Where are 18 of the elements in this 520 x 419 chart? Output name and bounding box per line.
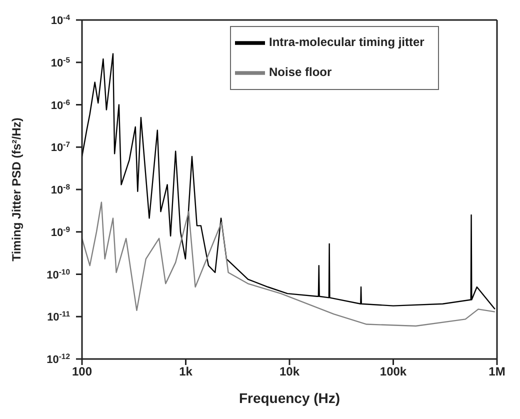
x-tick-label: 100k [380, 364, 407, 379]
legend-label: Intra-molecular timing jitter [269, 35, 424, 50]
y-tick-label: 10$^{-12}$ [46, 352, 70, 366]
y-tick-label: 10$^{-8}$ [50, 182, 71, 196]
x-axis-title: Frequency (Hz) [238, 390, 340, 406]
y-tick-label: 10$^{-9}$ [50, 224, 70, 239]
x-tick-label: 1M [488, 364, 506, 379]
x-tick-label: 100 [72, 364, 92, 379]
y-tick-label: 10$^{-6}$ [50, 97, 70, 112]
legend-label: Noise floor [269, 65, 332, 80]
x-tick-label: 1k [179, 364, 193, 379]
y-axis-title: Timing Jitter PSD (fs²/Hz) [9, 118, 24, 262]
y-tick-label: 10$^{-7}$ [50, 140, 70, 154]
y-tick-label: 10$^{-5}$ [50, 54, 71, 70]
y-tick-label: 10$^{-11}$ [47, 309, 71, 324]
x-tick-label: 10k [279, 364, 300, 379]
y-tick-label: 10$^{-4}$ [50, 12, 71, 27]
y-tick-label: 10$^{-10}$ [46, 266, 70, 282]
